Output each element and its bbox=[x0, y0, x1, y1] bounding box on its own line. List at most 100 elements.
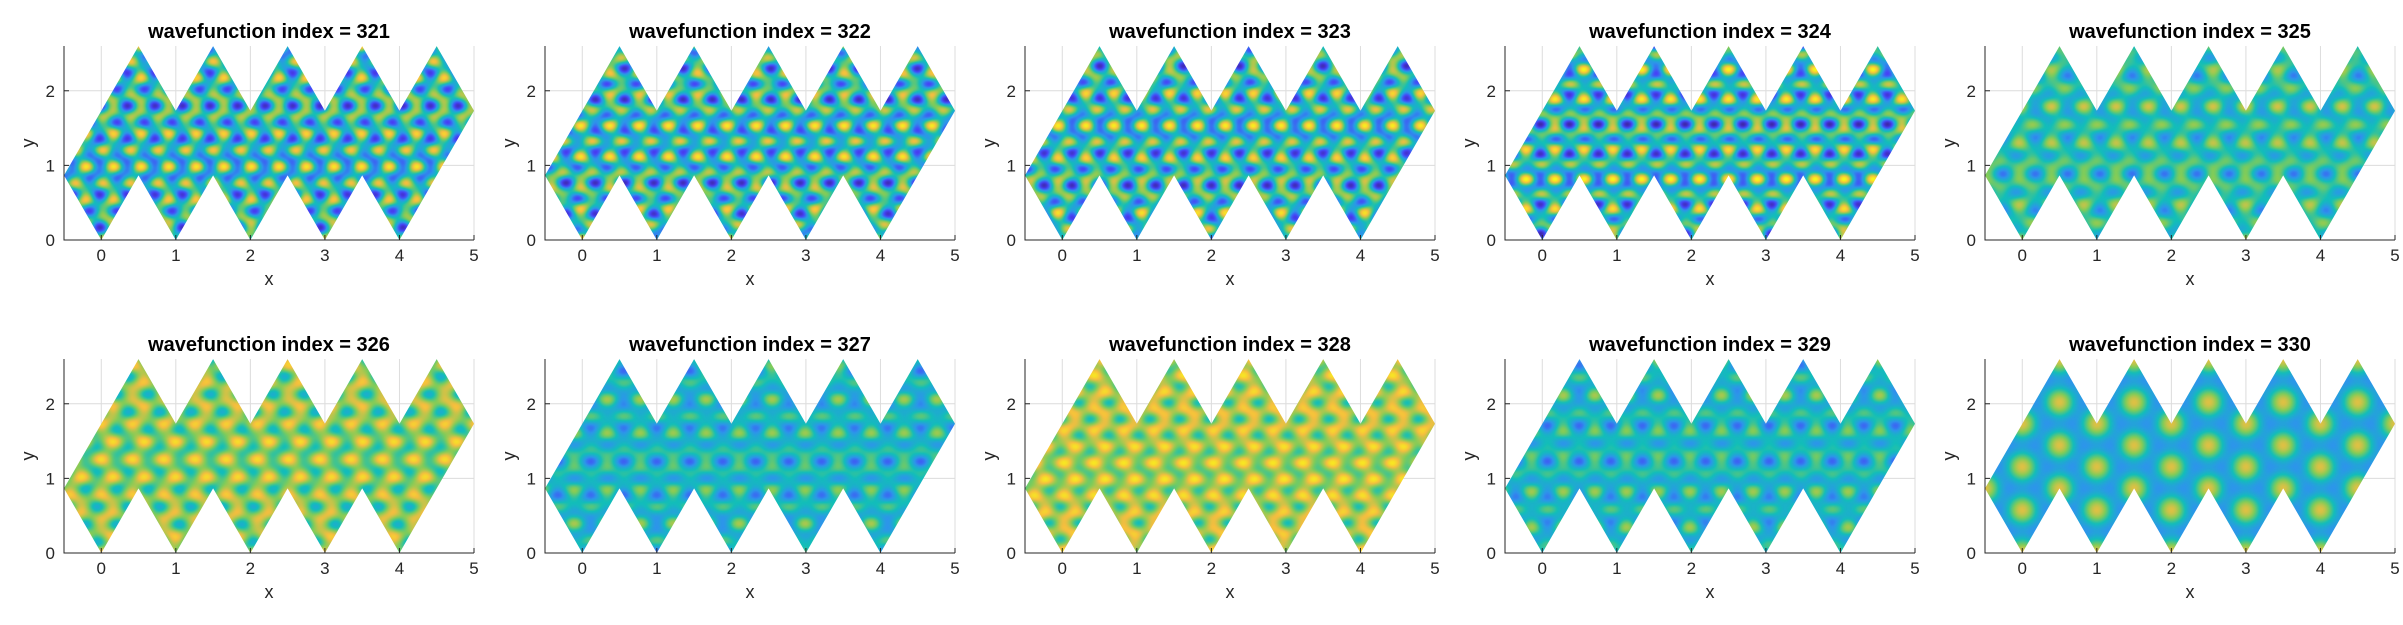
panel-1: 0 1 2 3 4 5 0 1 2 wavefunction index = 321 x y bbox=[18, 21, 479, 289]
x-axis-label: x bbox=[2186, 582, 2195, 602]
x-tick-label: 4 bbox=[395, 559, 404, 578]
panel-8: 0 1 2 3 4 5 0 1 2 wavefunction index = 328 x y bbox=[979, 334, 1440, 602]
x-tick-label: 1 bbox=[171, 559, 180, 578]
y-tick-label: 0 bbox=[527, 544, 536, 563]
x-tick-label: 4 bbox=[1836, 559, 1845, 578]
y-tick-label: 1 bbox=[527, 156, 536, 175]
x-tick-label: 4 bbox=[395, 246, 404, 265]
x-tick-label: 5 bbox=[1430, 246, 1439, 265]
wavefunction-heatmap bbox=[64, 359, 474, 553]
x-tick-label: 0 bbox=[1538, 559, 1547, 578]
x-tick-label: 0 bbox=[2018, 246, 2027, 265]
x-tick-label: 3 bbox=[801, 559, 810, 578]
x-tick-label: 3 bbox=[2241, 559, 2250, 578]
y-tick-label: 0 bbox=[527, 231, 536, 250]
y-tick-label: 2 bbox=[1487, 395, 1496, 414]
y-tick-label: 1 bbox=[1007, 156, 1016, 175]
chart-title: wavefunction index = 326 bbox=[147, 334, 390, 356]
y-tick-label: 2 bbox=[1007, 395, 1016, 414]
x-tick-label: 1 bbox=[1132, 246, 1141, 265]
x-tick-label: 4 bbox=[2316, 246, 2325, 265]
x-tick-label: 1 bbox=[2092, 559, 2101, 578]
chart-title: wavefunction index = 328 bbox=[1108, 334, 1351, 356]
wavefunction-heatmap bbox=[1985, 46, 2395, 240]
panel-3: 0 1 2 3 4 5 0 1 2 wavefunction index = 323 x y bbox=[979, 21, 1440, 289]
x-axis-label: x bbox=[1226, 269, 1235, 289]
x-tick-label: 2 bbox=[727, 559, 736, 578]
y-axis-label: y bbox=[18, 452, 38, 461]
y-tick-label: 0 bbox=[1967, 544, 1976, 563]
x-tick-label: 0 bbox=[1538, 246, 1547, 265]
x-tick-label: 1 bbox=[652, 246, 661, 265]
wavefunction-heatmap bbox=[1505, 46, 1915, 240]
y-tick-label: 1 bbox=[1967, 156, 1976, 175]
y-axis-label: y bbox=[499, 452, 519, 461]
y-tick-label: 1 bbox=[1487, 156, 1496, 175]
x-axis-label: x bbox=[1706, 582, 1715, 602]
x-axis-label: x bbox=[746, 269, 755, 289]
x-tick-label: 0 bbox=[97, 559, 106, 578]
x-tick-label: 3 bbox=[801, 246, 810, 265]
x-tick-label: 0 bbox=[578, 246, 587, 265]
x-tick-label: 2 bbox=[1207, 559, 1216, 578]
y-tick-label: 2 bbox=[527, 395, 536, 414]
x-tick-label: 0 bbox=[1058, 246, 1067, 265]
y-tick-label: 2 bbox=[46, 82, 55, 101]
y-tick-label: 1 bbox=[1487, 469, 1496, 488]
y-axis-label: y bbox=[18, 139, 38, 148]
y-tick-label: 2 bbox=[1007, 82, 1016, 101]
x-tick-label: 2 bbox=[727, 246, 736, 265]
y-tick-label: 0 bbox=[1007, 231, 1016, 250]
x-tick-label: 3 bbox=[1281, 559, 1290, 578]
chart-title: wavefunction index = 321 bbox=[147, 21, 390, 43]
wavefunction-heatmap bbox=[64, 46, 474, 240]
panel-2: 0 1 2 3 4 5 0 1 2 wavefunction index = 322 x y bbox=[499, 21, 960, 289]
x-tick-label: 2 bbox=[2167, 559, 2176, 578]
x-tick-label: 5 bbox=[2390, 246, 2399, 265]
y-tick-label: 2 bbox=[1967, 395, 1976, 414]
chart-title: wavefunction index = 327 bbox=[628, 334, 871, 356]
chart-title: wavefunction index = 330 bbox=[2068, 334, 2311, 356]
x-tick-label: 0 bbox=[2018, 559, 2027, 578]
y-tick-label: 2 bbox=[1487, 82, 1496, 101]
x-tick-label: 4 bbox=[2316, 559, 2325, 578]
chart-title: wavefunction index = 325 bbox=[2068, 21, 2311, 43]
x-tick-label: 5 bbox=[950, 246, 959, 265]
x-axis-label: x bbox=[265, 269, 274, 289]
y-tick-label: 0 bbox=[1007, 544, 1016, 563]
y-tick-label: 0 bbox=[1487, 231, 1496, 250]
x-axis-label: x bbox=[2186, 269, 2195, 289]
y-tick-label: 0 bbox=[46, 231, 55, 250]
x-tick-label: 1 bbox=[1132, 559, 1141, 578]
x-tick-label: 1 bbox=[1612, 559, 1621, 578]
x-tick-label: 5 bbox=[1910, 246, 1919, 265]
panel-6: 0 1 2 3 4 5 0 1 2 wavefunction index = 326 x y bbox=[18, 334, 479, 602]
panel-5: 0 1 2 3 4 5 0 1 2 wavefunction index = 325 x y bbox=[1939, 21, 2400, 289]
y-tick-label: 1 bbox=[1007, 469, 1016, 488]
x-tick-label: 0 bbox=[578, 559, 587, 578]
x-tick-label: 2 bbox=[1687, 246, 1696, 265]
x-tick-label: 3 bbox=[2241, 246, 2250, 265]
y-tick-label: 1 bbox=[46, 469, 55, 488]
x-tick-label: 3 bbox=[1761, 246, 1770, 265]
x-tick-label: 4 bbox=[1836, 246, 1845, 265]
y-axis-label: y bbox=[1459, 452, 1479, 461]
wavefunction-heatmap bbox=[545, 46, 955, 240]
panel-4: 0 1 2 3 4 5 0 1 2 wavefunction index = 324 x y bbox=[1459, 21, 1920, 289]
chart-title: wavefunction index = 324 bbox=[1588, 21, 1832, 43]
x-tick-label: 3 bbox=[320, 246, 329, 265]
y-tick-label: 1 bbox=[1967, 469, 1976, 488]
x-tick-label: 2 bbox=[1207, 246, 1216, 265]
x-tick-label: 5 bbox=[469, 559, 478, 578]
y-axis-label: y bbox=[979, 139, 999, 148]
y-axis-label: y bbox=[1939, 452, 1959, 461]
y-tick-label: 2 bbox=[527, 82, 536, 101]
y-tick-label: 1 bbox=[46, 156, 55, 175]
x-tick-label: 4 bbox=[1356, 559, 1365, 578]
wavefunction-heatmap bbox=[1025, 46, 1435, 240]
x-tick-label: 5 bbox=[2390, 559, 2399, 578]
x-tick-label: 5 bbox=[950, 559, 959, 578]
x-axis-label: x bbox=[1706, 269, 1715, 289]
x-tick-label: 4 bbox=[876, 559, 885, 578]
